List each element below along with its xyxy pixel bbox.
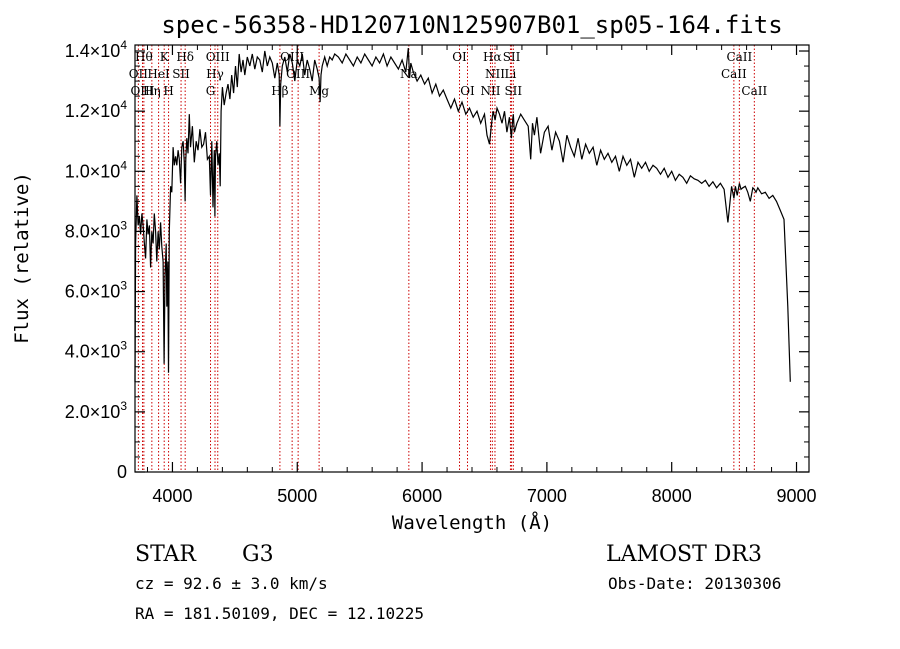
line-label-10: Hγ — [206, 67, 224, 81]
y-tick-label-6: 1.2×104 — [65, 98, 128, 121]
line-label-26: CaII — [721, 67, 747, 81]
x-tick-label-3: 7000 — [527, 486, 567, 506]
line-label-18: OI — [460, 84, 475, 98]
line-label-0: Hθ — [135, 50, 153, 64]
line-label-23: NII — [480, 84, 500, 98]
line-label-19: Hα — [483, 50, 502, 64]
redshift-cz: cz = 92.6 ± 3.0 km/s — [135, 574, 328, 593]
object-subclass: G3 — [242, 542, 274, 567]
x-tick-label-1: 5000 — [277, 486, 317, 506]
line-label-22: Li — [505, 67, 517, 81]
line-label-17: OI — [452, 50, 467, 64]
x-axis-label: Wavelength (Å) — [392, 511, 552, 534]
line-label-6: SII — [172, 67, 190, 81]
line-label-4: HeI — [147, 67, 170, 81]
y-tick-label-5: 1.0×104 — [65, 158, 128, 181]
line-label-7: H — [163, 84, 173, 98]
line-label-13: OIII — [286, 67, 310, 81]
object-class: STAR — [135, 542, 197, 567]
line-label-20: SII — [503, 50, 521, 64]
line-label-3: Hη — [143, 84, 161, 98]
y-tick-label-2: 4.0×103 — [65, 339, 128, 362]
x-axis-ticks: 4000 5000 6000 7000 8000 9000 — [146, 45, 817, 506]
x-tick-label-5: 9000 — [776, 486, 816, 506]
x-tick-label-2: 6000 — [402, 486, 442, 506]
line-label-5: K — [160, 50, 170, 64]
line-label-12: OIII — [280, 50, 304, 64]
y-axis-label: Flux (relative) — [11, 172, 33, 344]
y-tick-label-1: 2.0×103 — [65, 399, 128, 422]
y-tick-label-4: 8.0×103 — [65, 218, 128, 241]
y-tick-label-7: 1.4×104 — [65, 38, 128, 61]
line-label-11: G — [206, 84, 216, 98]
plot-frame — [134, 44, 810, 473]
y-tick-label-3: 6.0×103 — [65, 279, 128, 302]
sky-coordinates: RA = 181.50109, DEC = 12.10225 — [135, 604, 424, 623]
line-label-1: OII — [129, 67, 149, 81]
observation-date: Obs-Date: 20130306 — [608, 574, 781, 593]
spectral-line-markers — [137, 45, 755, 472]
y-tick-label-0: 0 — [117, 462, 127, 482]
spectrum-series — [134, 47, 791, 382]
x-tick-label-0: 4000 — [152, 486, 192, 506]
line-label-2: OIII — [130, 84, 154, 98]
line-label-21: NII — [485, 67, 505, 81]
line-label-8: Hδ — [176, 50, 194, 64]
line-label-9: OIII — [206, 50, 230, 64]
chart-title: spec-56358-HD120710N125907B01_sp05-164.f… — [161, 11, 782, 39]
y-axis-ticks: 0 2.0×103 4.0×103 6.0×103 8.0×103 1.0×104 1.2×… — [65, 38, 809, 482]
line-label-25: CaII — [726, 50, 752, 64]
line-label-24: SII — [504, 84, 522, 98]
x-tick-label-4: 8000 — [652, 486, 692, 506]
line-label-27: CaII — [741, 84, 767, 98]
survey-name: LAMOST DR3 — [606, 542, 762, 567]
